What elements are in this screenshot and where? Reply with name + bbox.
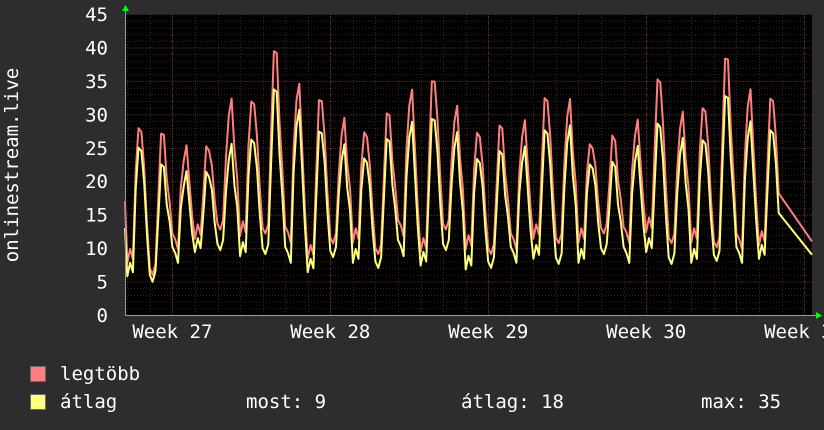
- grid: [125, 14, 812, 315]
- y-tick-label: 20: [85, 171, 108, 193]
- series-line-avg: [124, 88, 813, 283]
- x-tick-label: Week 29: [448, 321, 528, 343]
- stat-average: átlag: 18: [461, 391, 564, 413]
- y-axis-arrow-icon: [122, 5, 129, 11]
- stat-current-label: most:: [246, 391, 304, 413]
- stat-max: max: 35: [701, 391, 781, 413]
- legend-label-max: legtöbb: [60, 363, 141, 385]
- legend-item-avg: átlag: [30, 391, 117, 413]
- x-tick-label: Week 31: [764, 321, 824, 343]
- x-axis-arrow-icon: [816, 312, 822, 319]
- y-tick-label: 30: [85, 104, 108, 126]
- stat-max-label: max:: [701, 391, 747, 413]
- y-tick-label: 35: [85, 71, 108, 93]
- y-tick-label: 40: [85, 37, 108, 59]
- legend-item-max: legtöbb: [30, 363, 140, 385]
- y-tick-label: 0: [97, 305, 108, 327]
- y-tick-label: 45: [85, 4, 108, 26]
- stat-average-label: átlag:: [461, 391, 530, 413]
- y-tick-label: 25: [85, 138, 108, 160]
- x-tick-labels: Week 27 Week 28 Week 29 Week 30 Week 31: [132, 321, 824, 343]
- y-tick-labels: 0 5 10 15 20 25 30 35 40 45: [85, 4, 108, 327]
- series-layer: [124, 50, 813, 283]
- legend-swatch-avg: [30, 394, 46, 410]
- axes: [122, 5, 822, 319]
- x-tick-label: Week 30: [606, 321, 686, 343]
- x-tick-label: Week 27: [132, 321, 212, 343]
- plot-area: [125, 14, 812, 315]
- stat-current-value: 9: [314, 391, 327, 413]
- y-tick-label: 5: [97, 272, 108, 294]
- series-line-max: [124, 50, 813, 276]
- y-tick-label: 15: [85, 205, 108, 227]
- stat-max-value: 35: [758, 391, 782, 413]
- legend-swatch-max: [30, 366, 46, 382]
- legend-label-avg: átlag: [60, 391, 118, 413]
- y-tick-label: 10: [85, 238, 108, 260]
- y-axis-label: onlinestream.live: [1, 68, 23, 262]
- x-tick-label: Week 28: [290, 321, 370, 343]
- stat-average-value: 18: [541, 391, 564, 413]
- stat-current: most: 9: [246, 391, 326, 413]
